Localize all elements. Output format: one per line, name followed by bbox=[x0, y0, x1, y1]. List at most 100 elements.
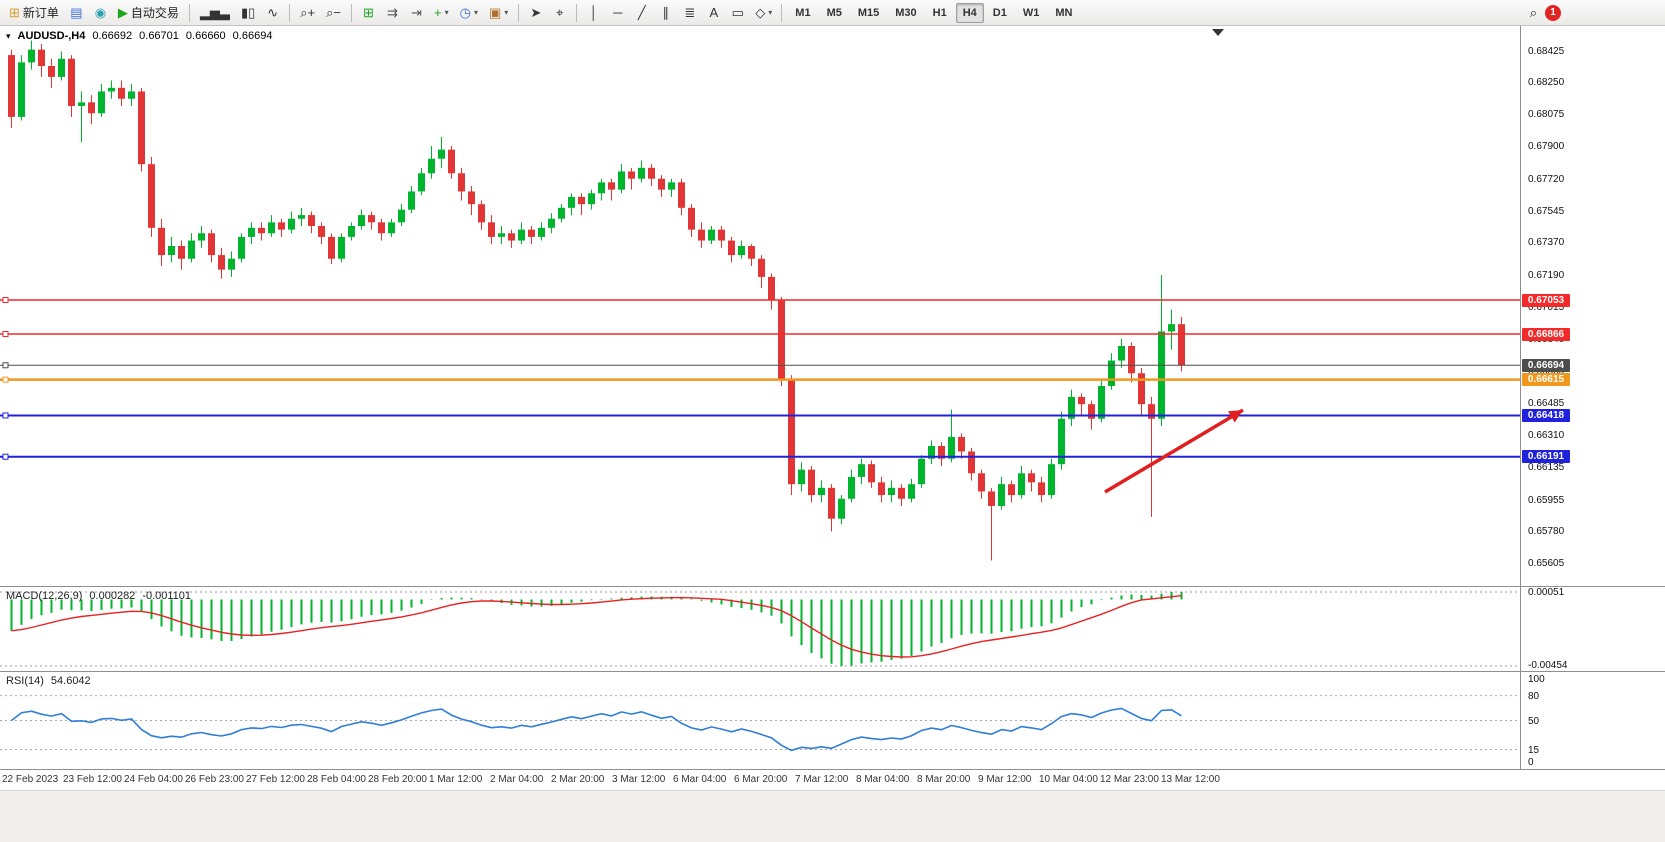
market-watch-icon: ◉ bbox=[94, 5, 107, 20]
text-label-button[interactable]: ▭ bbox=[726, 2, 749, 24]
trendline-button[interactable]: ╱ bbox=[630, 2, 653, 24]
horizontal-line-button[interactable]: ─ bbox=[606, 2, 629, 24]
time-axis[interactable]: 22 Feb 2023 23 Feb 12:00 24 Feb 04:00 26 Fe… bbox=[0, 769, 1665, 790]
candle bbox=[618, 171, 625, 190]
candle bbox=[1098, 386, 1105, 419]
line-anchor bbox=[2, 331, 9, 337]
new-order-button[interactable]: ⊞ 新订单 bbox=[4, 2, 64, 24]
candle bbox=[598, 182, 605, 194]
channel-button[interactable]: ∥ bbox=[654, 2, 677, 24]
chart-shift-marker[interactable] bbox=[1212, 29, 1224, 36]
zoom-out-button[interactable]: ⌕− bbox=[321, 2, 346, 24]
template-button[interactable]: ▣ ▾ bbox=[484, 2, 513, 24]
candle bbox=[768, 276, 775, 301]
vertical-line-button[interactable]: │ bbox=[582, 2, 605, 24]
candle bbox=[418, 173, 425, 192]
cursor-button[interactable]: ➤ bbox=[524, 2, 547, 24]
timeframe-H4[interactable]: H4 bbox=[955, 2, 984, 23]
timeframe-W1[interactable]: W1 bbox=[1022, 6, 1040, 19]
bar-chart-button[interactable]: ▂▅▃ bbox=[195, 2, 235, 24]
timeframe-MN[interactable]: MN bbox=[1055, 6, 1073, 19]
price-chart-canvas[interactable] bbox=[0, 26, 1520, 586]
crosshair-icon: ⌖ bbox=[556, 5, 564, 20]
macd-panel[interactable]: MACD(12,26,9) 0.000282 -0.001101 0.00051… bbox=[0, 586, 1665, 671]
candle bbox=[1168, 324, 1175, 332]
text-button[interactable]: A bbox=[702, 2, 725, 24]
candle bbox=[1148, 404, 1155, 419]
candle bbox=[238, 236, 245, 259]
candle bbox=[588, 193, 595, 205]
candle bbox=[658, 178, 665, 190]
candle bbox=[478, 204, 485, 223]
chart-shift-button[interactable]: ⇥ bbox=[405, 2, 428, 24]
candle bbox=[568, 196, 575, 208]
candlestick-chart-icon: ▮▯ bbox=[240, 5, 256, 20]
horizontal-line-icon: ─ bbox=[613, 5, 623, 20]
timeframe-H1[interactable]: H1 bbox=[932, 6, 947, 19]
candlestick-chart-button[interactable]: ▮▯ bbox=[236, 2, 260, 24]
chart-close-value: 0.66694 bbox=[232, 30, 273, 42]
rsi-scale-tick: 80 bbox=[1528, 690, 1540, 702]
timeframe-M15[interactable]: M15 bbox=[857, 6, 880, 19]
price-tick: 0.66660 bbox=[1528, 366, 1565, 378]
period-icon: ◷ bbox=[459, 5, 471, 20]
time-tick: 3 Mar 12:00 bbox=[612, 774, 666, 785]
candle bbox=[58, 58, 65, 77]
shapes-button[interactable]: ◇ ▾ bbox=[750, 2, 777, 24]
candle bbox=[928, 446, 935, 459]
price-tick: 0.66485 bbox=[1528, 398, 1565, 410]
auto-trading-icon: ▶ bbox=[117, 5, 128, 20]
price-tick: 0.68425 bbox=[1528, 45, 1565, 57]
candle bbox=[678, 182, 685, 208]
new-chart-button[interactable]: + ▾ bbox=[429, 2, 454, 24]
line-anchor bbox=[2, 453, 9, 460]
auto-scroll-button[interactable]: ⇉ bbox=[381, 2, 404, 24]
candle bbox=[628, 171, 635, 179]
tile-windows-button[interactable]: ⊞ bbox=[357, 2, 380, 24]
trend-arrow[interactable] bbox=[1104, 408, 1244, 494]
price-axis[interactable]: 0.68425 0.68250 0.68075 0.67900 0.67720 0.675… bbox=[1520, 26, 1665, 586]
candle bbox=[138, 91, 145, 165]
candle bbox=[508, 233, 515, 241]
vertical-line-icon: │ bbox=[589, 5, 598, 20]
timeframe-M5[interactable]: M5 bbox=[826, 6, 842, 19]
time-tick: 8 Mar 20:00 bbox=[917, 774, 971, 785]
price-tick: 0.68075 bbox=[1528, 109, 1565, 121]
crosshair-button[interactable]: ⌖ bbox=[548, 2, 571, 24]
time-tick: 27 Feb 12:00 bbox=[246, 774, 305, 785]
candle bbox=[848, 476, 855, 499]
timeframe-M1[interactable]: M1 bbox=[795, 6, 811, 19]
fibonacci-button[interactable]: ≣ bbox=[678, 2, 701, 24]
zoom-in-button[interactable]: ⌕+ bbox=[295, 2, 320, 24]
charts-profile-button[interactable]: ▤ bbox=[65, 2, 88, 24]
auto-trading-button[interactable]: ▶ 自动交易 bbox=[113, 2, 184, 24]
candle bbox=[818, 487, 825, 496]
candle bbox=[868, 464, 875, 483]
tile-windows-icon: ⊞ bbox=[363, 5, 374, 20]
notification-badge[interactable]: 1 bbox=[1545, 4, 1561, 21]
timeframe-M30[interactable]: M30 bbox=[895, 6, 917, 19]
window-footer bbox=[0, 790, 1665, 842]
candle bbox=[858, 464, 865, 477]
oneclick-trading-expand-icon[interactable]: ▾ bbox=[6, 30, 11, 41]
candle bbox=[728, 240, 735, 256]
line-anchor bbox=[2, 376, 9, 383]
rsi-panel[interactable]: RSI(14) 54.6042 100 80 50 15 0 bbox=[0, 671, 1665, 769]
price-chart-panel[interactable]: ▾ AUDUSD-,H4 0.66692 0.66701 0.66660 0.6… bbox=[0, 26, 1665, 586]
candle bbox=[1028, 473, 1035, 483]
macd-histogram bbox=[10, 592, 1183, 666]
new-chart-icon: + bbox=[434, 5, 442, 20]
search-button[interactable]: ⌕ bbox=[1522, 2, 1545, 24]
candle bbox=[8, 55, 15, 117]
timeframe-D1[interactable]: D1 bbox=[992, 6, 1007, 19]
market-watch-button[interactable]: ◉ bbox=[89, 2, 112, 24]
candle bbox=[368, 215, 375, 223]
candle bbox=[648, 167, 655, 179]
candle bbox=[518, 229, 525, 241]
candle bbox=[258, 227, 265, 234]
line-chart-button[interactable]: ∿ bbox=[261, 2, 284, 24]
period-button[interactable]: ◷ ▾ bbox=[455, 2, 483, 24]
candle bbox=[468, 191, 475, 205]
price-tick: 0.67190 bbox=[1528, 270, 1565, 282]
candle bbox=[1008, 484, 1015, 496]
